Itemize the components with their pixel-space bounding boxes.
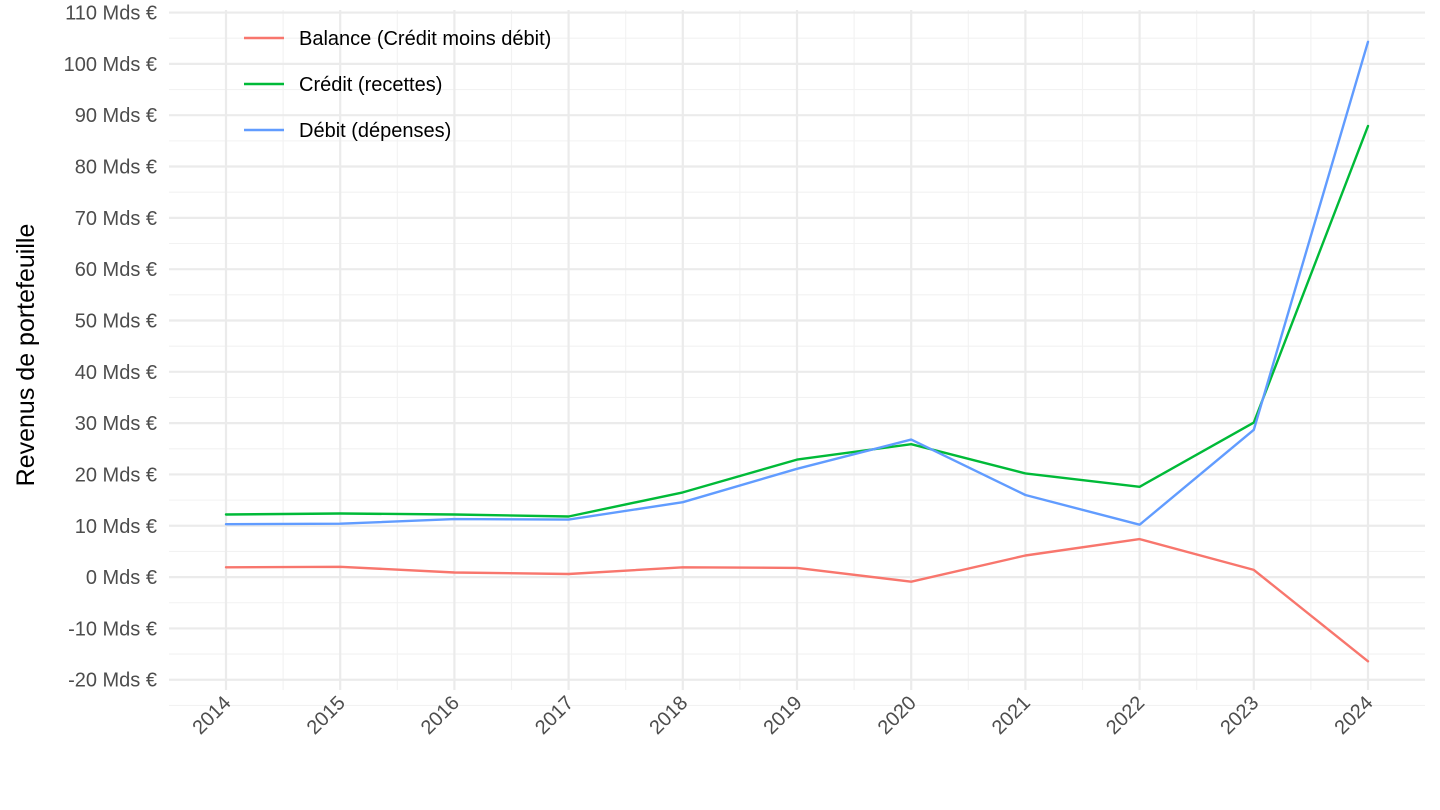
legend: Balance (Crédit moins débit) Crédit (rece… [244,28,551,142]
x-tick-label: 2015 [303,692,350,739]
x-tick-label: 2019 [760,692,807,739]
legend-label: Débit (dépenses) [299,120,451,142]
y-tick-label: 20 Mds € [75,464,157,486]
x-tick-label: 2023 [1216,692,1263,739]
y-tick-label: -20 Mds € [68,670,157,692]
series-line-1 [224,537,1370,663]
y-tick-label: 80 Mds € [75,157,157,179]
series-line-3 [224,40,1370,526]
y-tick-label: 40 Mds € [75,362,157,384]
series-line-2 [224,124,1370,518]
x-tick-label: 2021 [988,692,1035,739]
y-tick-label: 50 Mds € [75,310,157,332]
y-axis-tick-labels: -20 Mds € -10 Mds € 0 Mds € 10 Mds € 20 Mds … [64,3,157,692]
y-tick-label: 30 Mds € [75,413,157,435]
x-tick-label: 2016 [417,692,464,739]
y-tick-label: 110 Mds € [65,3,157,25]
x-tick-label: 2022 [1102,692,1149,739]
y-tick-label: 60 Mds € [75,259,157,281]
y-axis-label: Revenus de portefeuille [12,224,40,487]
legend-label: Crédit (recettes) [299,74,442,96]
y-tick-label: -10 Mds € [68,618,157,640]
legend-label: Balance (Crédit moins débit) [299,28,551,50]
x-tick-label: 2024 [1331,692,1378,739]
y-tick-label: 100 Mds € [64,54,157,76]
x-tick-label: 2018 [645,692,692,739]
x-axis-tick-labels: 2014 2015 2016 2017 2018 2019 2020 2021 2022 2023… [189,692,1378,739]
y-tick-label: 90 Mds € [75,105,157,127]
x-tick-label: 2014 [189,692,236,739]
y-tick-label: 0 Mds € [86,567,157,589]
y-tick-label: 10 Mds € [75,516,157,538]
series-lines [224,40,1370,663]
major-gridlines-x [224,10,1370,690]
x-tick-label: 2020 [874,692,921,739]
y-tick-label: 70 Mds € [75,208,157,230]
x-tick-label: 2017 [531,692,578,739]
